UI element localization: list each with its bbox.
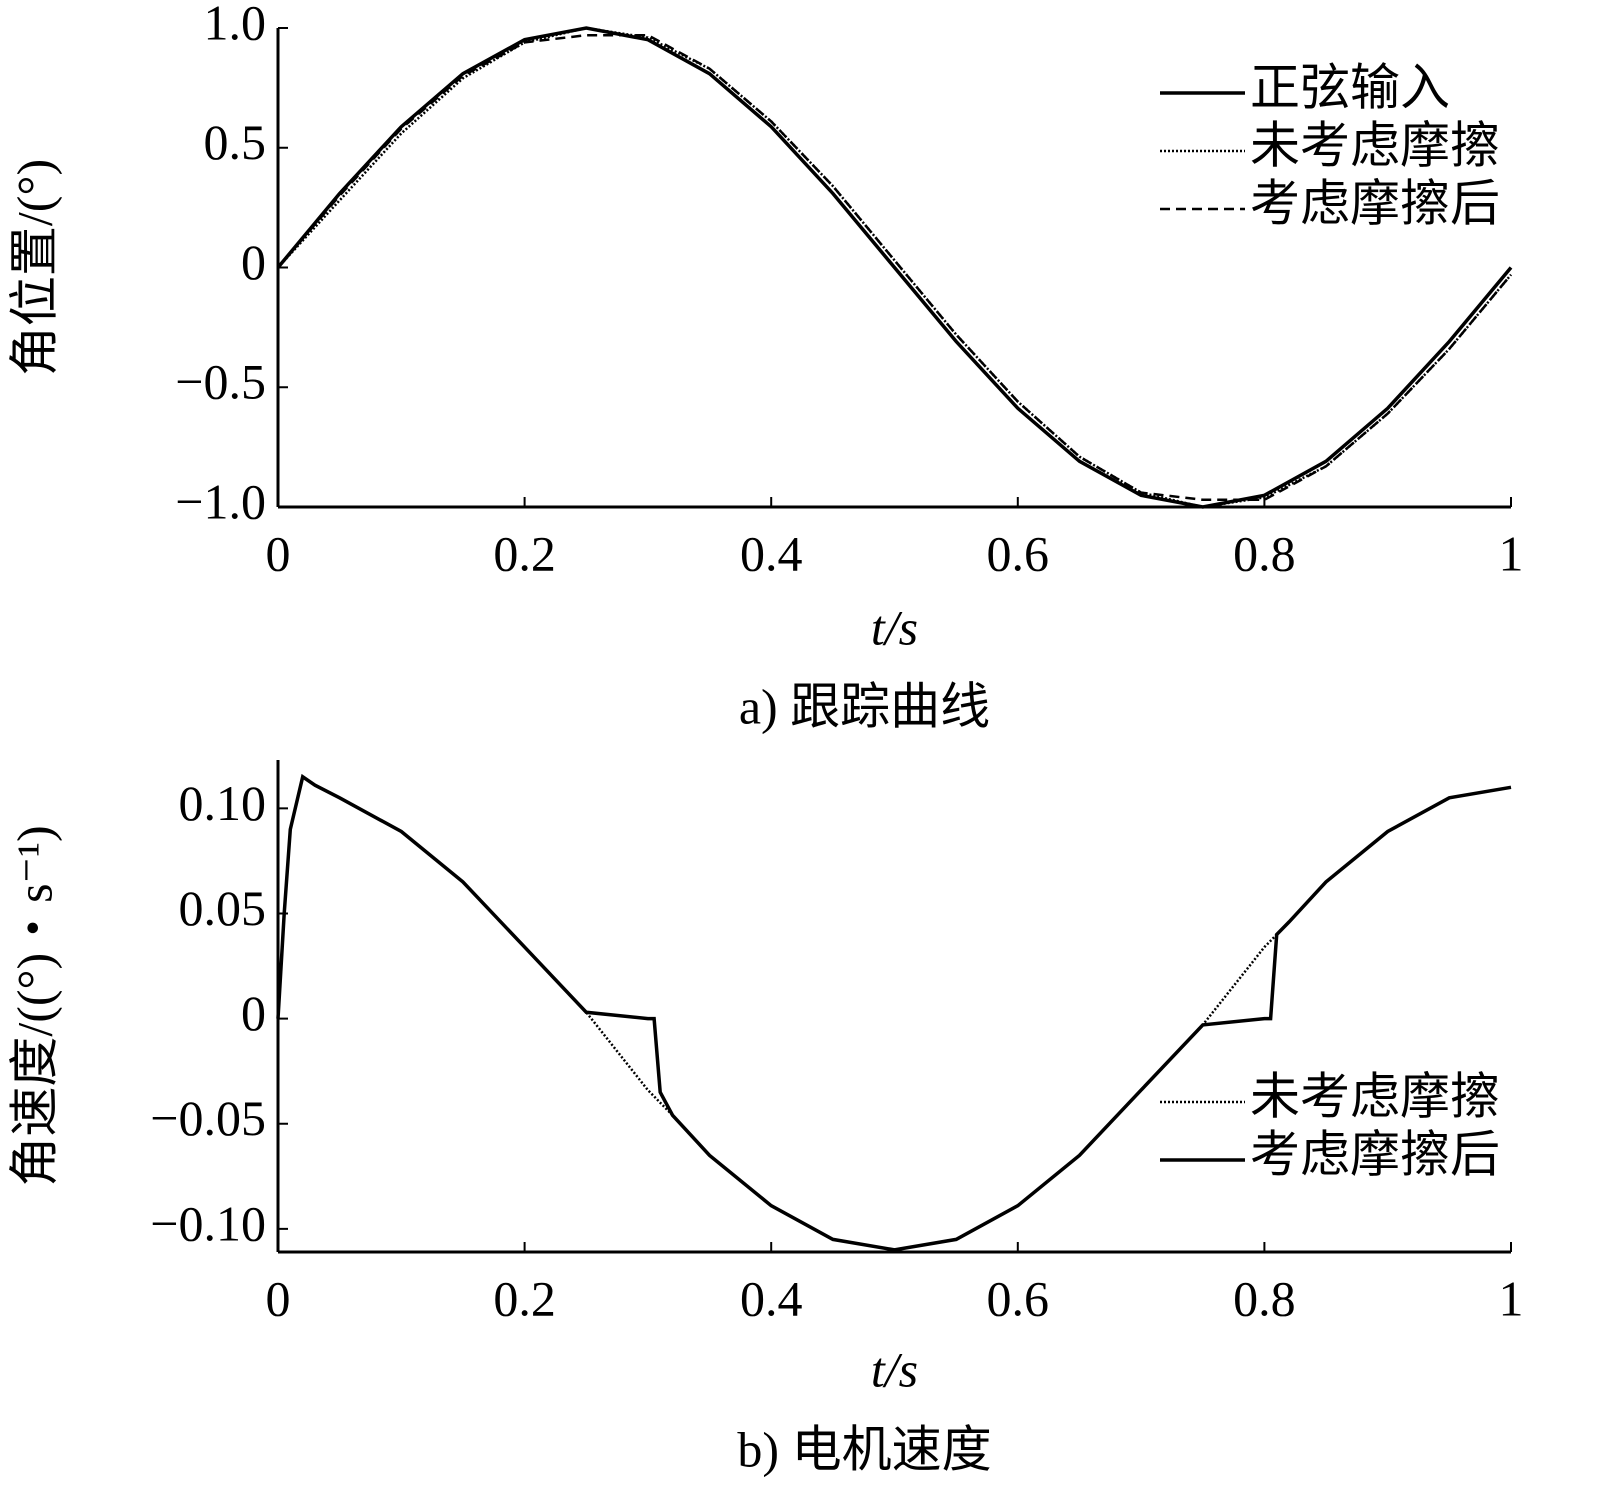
y-axis-label: 角速度/((°)・s⁻¹)	[6, 825, 62, 1186]
y-tick-label: −0.05	[150, 1090, 266, 1146]
y-tick-label: 0.10	[179, 775, 267, 831]
y-tick-label: 1.0	[204, 0, 267, 50]
x-tick-label: 1	[1499, 1270, 1524, 1326]
legend-label: 未考虑摩擦	[1250, 117, 1500, 173]
x-tick-label: 0	[266, 1270, 291, 1326]
x-tick-label: 0.4	[740, 525, 803, 581]
x-tick-label: 0	[266, 525, 291, 581]
y-tick-label: −0.5	[175, 354, 266, 410]
x-tick-label: 0.2	[493, 525, 556, 581]
y-axis-label: 角位置/(°)	[6, 159, 62, 376]
caption: a) 跟踪曲线	[739, 678, 990, 734]
x-tick-label: 0.6	[987, 525, 1050, 581]
y-tick-label: 0	[241, 234, 266, 290]
x-axis-label: t/s	[871, 599, 918, 655]
y-tick-label: 0.05	[179, 880, 267, 936]
x-tick-label: 0.8	[1233, 525, 1296, 581]
series-line	[277, 26, 1512, 509]
legend-label: 考虑摩擦后	[1250, 175, 1500, 231]
legend-label: 考虑摩擦后	[1250, 1126, 1500, 1182]
series-line	[277, 33, 1512, 502]
x-tick-label: 0.8	[1233, 1270, 1296, 1326]
series-line	[276, 26, 1513, 509]
legend-label: 未考虑摩擦	[1250, 1068, 1500, 1124]
y-tick-label: −0.10	[150, 1195, 266, 1251]
x-tick-label: 1	[1499, 525, 1524, 581]
x-tick-label: 0.6	[987, 1270, 1050, 1326]
legend-label: 正弦输入	[1250, 59, 1450, 115]
x-tick-label: 0.4	[740, 1270, 803, 1326]
y-tick-label: 0	[241, 985, 266, 1041]
x-axis-label: t/s	[871, 1341, 918, 1397]
caption: b) 电机速度	[737, 1421, 991, 1477]
series-line	[276, 773, 1512, 1252]
x-tick-label: 0.2	[493, 1270, 556, 1326]
y-tick-label: 0.5	[204, 114, 267, 170]
y-tick-label: −1.0	[175, 473, 266, 529]
